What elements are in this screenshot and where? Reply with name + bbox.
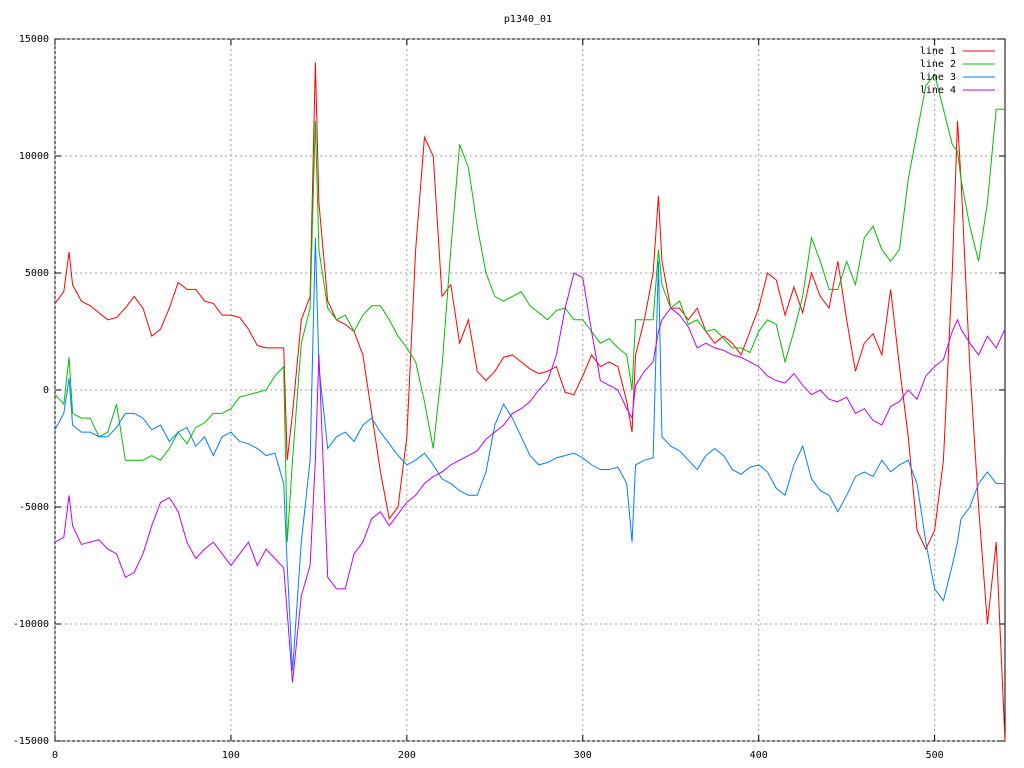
x-tick-label: 500 [926,750,944,761]
series-line [54,72,1005,543]
legend-label: line 2 [920,59,956,70]
legend-label: line 4 [920,85,956,96]
y-tick-label: 10000 [19,151,49,162]
x-tick-label: 200 [398,750,416,761]
x-tick-label: 0 [52,750,58,761]
legend-label: line 1 [920,46,956,57]
y-tick-label: -5000 [19,502,49,513]
x-tick-label: 300 [574,750,592,761]
x-tick-label: 400 [750,750,768,761]
y-tick-label: -15000 [13,736,49,747]
y-tick-label: -10000 [13,619,49,630]
legend-label: line 3 [920,72,956,83]
series-line [54,272,1006,683]
y-tick-label: 0 [43,385,49,396]
series-line [54,237,1005,671]
series-line [54,62,1006,742]
x-tick-label: 100 [222,750,240,761]
y-tick-label: 5000 [25,268,49,279]
y-tick-label: 15000 [19,34,49,45]
chart-title: p1340_01 [504,14,552,25]
